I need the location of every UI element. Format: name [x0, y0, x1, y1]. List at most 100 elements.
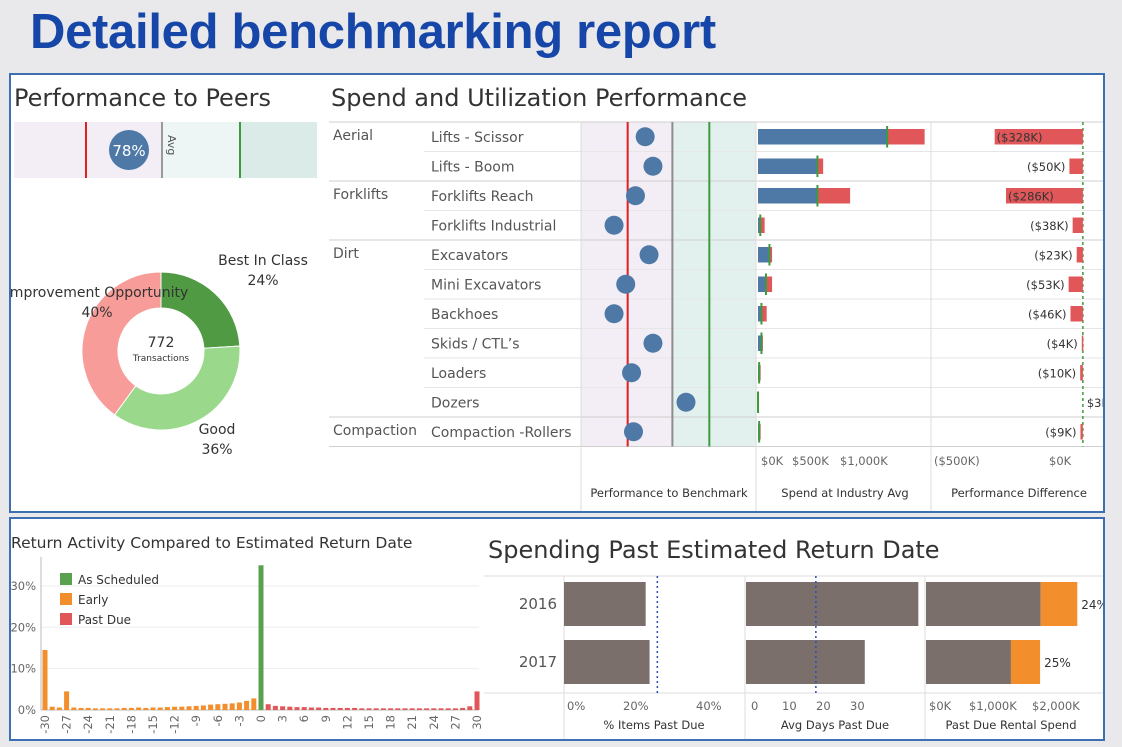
returns-x-tick: -9 — [189, 715, 203, 726]
diff-bar — [1005, 188, 1083, 204]
returns-x-tick: -15 — [146, 715, 160, 734]
diff-label: ($38K) — [1030, 219, 1068, 233]
returns-bar — [280, 706, 286, 710]
returns-bar — [222, 703, 228, 710]
past-col2-title: Avg Days Past Due — [781, 718, 889, 732]
past-spend-overdue-bar — [1010, 640, 1041, 684]
returns-bar — [460, 707, 466, 710]
returns-bar — [179, 706, 185, 710]
returns-x-tick: 24 — [427, 715, 441, 730]
spend-bar — [758, 158, 818, 174]
returns-bar — [308, 707, 314, 710]
bench-dot — [624, 422, 643, 442]
returns-bar — [352, 707, 358, 710]
returns-x-tick: -18 — [124, 715, 138, 734]
returns-bar — [323, 707, 329, 710]
category-label: Compaction -Rollers — [431, 425, 572, 441]
bench-dot — [643, 156, 663, 176]
col-bench-title: Performance to Benchmark — [590, 486, 748, 500]
returns-bar — [208, 704, 214, 710]
peers-title: Performance to Peers — [14, 84, 271, 112]
returns-bar — [229, 703, 235, 710]
category-label: Backhoes — [431, 307, 498, 323]
returns-bar — [287, 706, 293, 710]
returns-bar — [157, 707, 163, 710]
returns-y-tick: 10% — [11, 662, 36, 676]
returns-bar — [100, 708, 106, 710]
diff-bar — [1070, 306, 1083, 322]
returns-bar — [416, 708, 422, 710]
donut-slice — [113, 345, 241, 431]
category-label: Lifts - Boom — [431, 160, 514, 176]
returns-bar — [186, 706, 192, 710]
past-col1-tick-0: 0% — [567, 699, 585, 713]
group-label: Compaction — [333, 423, 417, 439]
returns-bar — [172, 706, 178, 710]
bench-dot — [616, 274, 636, 294]
donut-label-improve: Improvement Opportunity — [11, 285, 188, 301]
peers-strip-right — [239, 122, 317, 178]
past-spend-pct-label: 25% — [1044, 656, 1071, 670]
past-days-bar — [746, 582, 919, 626]
returns-x-tick: 18 — [384, 715, 398, 730]
donut-slice — [160, 271, 241, 349]
spend-tick-2: $1,000K — [840, 454, 888, 468]
spend-gap-bar — [760, 217, 765, 233]
legend-swatch-scheduled — [60, 573, 72, 585]
returns-x-tick: -27 — [60, 715, 74, 734]
returns-bar — [402, 708, 408, 710]
diff-bar — [1080, 424, 1083, 440]
bench-dot — [676, 392, 696, 412]
diff-label: ($4K) — [1047, 337, 1078, 351]
category-label: Lifts - Scissor — [431, 130, 524, 146]
returns-title: Return Activity Compared to Estimated Re… — [11, 534, 413, 552]
past-col3-tick-1: $1,000K — [969, 699, 1017, 713]
diff-bar — [1068, 276, 1083, 292]
past-col2-tick-3: 30 — [850, 699, 865, 713]
bench-dot — [639, 245, 659, 265]
bottom-chart-svg: 0%10%20%30%-30 -27 -24 -21 -18 -15 -12 -9 -6 -3 0 3… — [11, 557, 1103, 739]
diff-label: ($46K) — [1028, 308, 1066, 322]
past-col3-tick-2: $2,000K — [1032, 699, 1080, 713]
category-label: Forklifts Reach — [431, 189, 534, 205]
returns-bar — [301, 707, 307, 710]
returns-bar — [294, 707, 300, 710]
returns-bar — [445, 708, 451, 710]
returns-bar — [143, 707, 149, 710]
past-chart: 24% 25% — [484, 575, 1103, 739]
returns-bar — [78, 707, 84, 710]
returns-x-tick: -12 — [168, 715, 182, 734]
returns-bar — [395, 708, 401, 710]
spend-bar — [758, 217, 761, 233]
returns-x-tick: 6 — [297, 715, 311, 722]
legend-label-early: Early — [78, 593, 108, 607]
returns-bar — [344, 707, 350, 710]
returns-bar — [337, 707, 343, 710]
donut-center-label: Transactions — [132, 354, 189, 364]
returns-x-tick: 21 — [405, 715, 419, 730]
spend-gap-bar — [817, 188, 851, 204]
returns-bar — [388, 708, 394, 710]
past-year-2016: 2016 — [519, 595, 557, 613]
past-items-bar — [564, 582, 646, 626]
returns-x-tick: 9 — [319, 715, 333, 722]
returns-x-tick: 30 — [470, 715, 484, 730]
diff-label: ($50K) — [1027, 160, 1065, 174]
past-col2-tick-1: 10 — [782, 699, 797, 713]
returns-bar — [244, 700, 250, 710]
returns-bar — [251, 698, 257, 710]
legend-label-pastdue: Past Due — [78, 613, 131, 627]
past-days-bar — [746, 640, 865, 684]
returns-bar — [359, 708, 365, 710]
col-diff-title: Performance Difference — [951, 486, 1087, 500]
returns-bar — [409, 708, 415, 710]
bottom-panel: Return Activity Compared to Estimated Re… — [9, 517, 1105, 741]
past-col1-tick-1: 20% — [623, 699, 649, 713]
diff-bar — [1072, 217, 1083, 233]
past-spend-overdue-bar — [1040, 582, 1078, 626]
returns-bar — [150, 707, 156, 710]
returns-x-tick: 3 — [276, 715, 290, 722]
returns-x-tick: -24 — [81, 715, 95, 734]
returns-x-tick: 27 — [448, 715, 462, 730]
spend-gap-bar — [817, 158, 824, 174]
